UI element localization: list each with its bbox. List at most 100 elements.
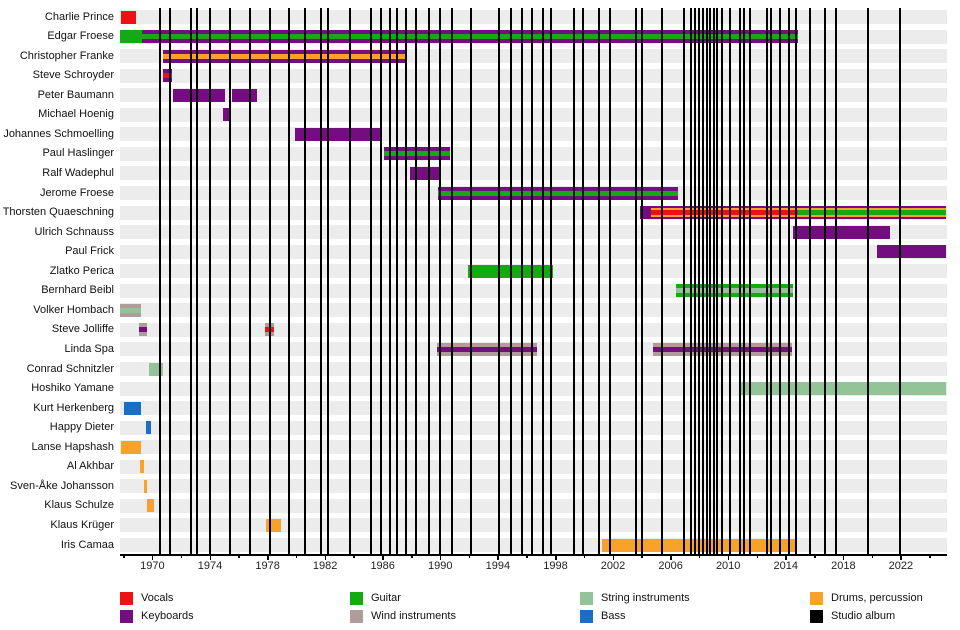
legend-label-keyboards: Keyboards <box>141 610 194 622</box>
studio-album-line <box>304 8 306 555</box>
studio-album-line <box>728 8 731 555</box>
member-label: Zlatko Perica <box>49 264 114 277</box>
timeline-bar <box>121 10 137 24</box>
timeline-bar <box>163 49 407 63</box>
minor-tick <box>353 555 355 558</box>
studio-album-line <box>498 8 501 555</box>
wind-swatch <box>350 610 363 623</box>
timeline-bar <box>146 499 155 513</box>
member-label: Ralf Wadephul <box>42 166 114 179</box>
studio-album-line <box>319 8 322 555</box>
studio-album-line <box>209 8 211 555</box>
studio-album-line <box>196 8 198 555</box>
member-label: Charlie Prince <box>44 10 114 23</box>
timeline-bar <box>172 88 226 102</box>
minor-tick <box>756 555 758 558</box>
studio-album-line <box>573 8 576 555</box>
timeline-bar <box>437 342 538 356</box>
timeline-bar <box>640 206 652 220</box>
member-label: Kurt Herkenberg <box>33 401 114 414</box>
major-tick <box>382 555 384 560</box>
strings-swatch <box>580 592 593 605</box>
major-tick <box>151 555 154 560</box>
x-axis-tick-label: 2018 <box>831 560 856 572</box>
studio-album-line <box>380 8 383 555</box>
legend-label-album: Studio album <box>831 610 896 622</box>
bass-swatch <box>580 610 593 623</box>
studio-album-line <box>327 8 329 555</box>
member-label: Steve Schroyder <box>32 69 114 82</box>
timeline-bar <box>793 225 891 239</box>
member-label: Christopher Franke <box>19 49 114 62</box>
member-label: Thorsten Quaeschning <box>2 206 114 219</box>
member-label: Steve Jolliffe <box>51 323 114 336</box>
timeline-bar <box>162 69 172 83</box>
timeline-bar <box>124 401 142 415</box>
timeline-bar <box>120 303 142 317</box>
minor-tick <box>526 555 528 558</box>
timeline-bar <box>410 166 440 180</box>
major-tick <box>497 555 499 560</box>
timeline-bar <box>651 206 799 220</box>
studio-album-line <box>581 8 584 555</box>
x-axis-tick-label: 1994 <box>485 560 511 572</box>
minor-tick <box>180 555 183 558</box>
member-label: Happy Dieter <box>49 421 114 434</box>
major-tick <box>267 555 269 560</box>
studio-album-line <box>698 8 701 555</box>
studio-album-line <box>439 8 442 555</box>
studio-album-line <box>866 8 869 555</box>
major-tick <box>670 555 672 560</box>
major-tick <box>612 555 614 560</box>
legend-label-drums: Drums, percussion <box>831 592 923 604</box>
major-tick <box>555 555 557 560</box>
studio-album-line <box>609 8 612 555</box>
member-label: Ulrich Schnauss <box>34 225 114 238</box>
studio-album-line <box>794 8 797 555</box>
minor-tick <box>871 555 874 558</box>
studio-album-line <box>787 8 790 555</box>
studio-album-line <box>640 8 643 555</box>
studio-album-line <box>414 8 417 555</box>
x-axis-tick-label: 1986 <box>370 560 395 572</box>
studio-album-line <box>770 8 773 555</box>
minor-tick <box>295 555 298 558</box>
studio-album-line <box>766 8 769 555</box>
member-label: Al Akhbar <box>66 460 114 473</box>
studio-album-line <box>427 8 430 555</box>
studio-album-line <box>450 8 453 555</box>
studio-album-line <box>168 8 171 555</box>
studio-album-line <box>288 8 291 555</box>
major-tick <box>785 555 787 560</box>
member-label: Sven-Åke Johansson <box>10 479 114 492</box>
studio-album-line <box>348 8 351 555</box>
studio-album-line <box>509 8 512 555</box>
studio-album-line <box>249 8 252 555</box>
studio-album-line <box>541 8 544 555</box>
x-axis-line <box>120 554 947 556</box>
member-label: Linda Spa <box>64 342 114 355</box>
studio-album-line <box>705 8 708 555</box>
x-axis-tick-label: 2002 <box>600 560 626 572</box>
x-axis-tick-label: 1978 <box>255 560 280 572</box>
major-tick <box>439 555 442 560</box>
legend-label-vocals: Vocals <box>141 592 174 604</box>
member-label: Hoshiko Yamane <box>31 382 114 395</box>
member-label: Peter Baumann <box>37 88 114 101</box>
studio-album-line <box>689 8 692 555</box>
x-axis-tick-label: 2006 <box>658 560 683 572</box>
minor-tick <box>641 555 643 558</box>
studio-album-line <box>661 8 663 555</box>
studio-album-line <box>635 8 638 555</box>
x-axis-tick-label: 1974 <box>197 560 223 572</box>
major-tick <box>209 555 211 560</box>
minor-tick <box>411 555 413 558</box>
timeline-bar <box>120 30 142 44</box>
timeline-bar <box>231 88 258 102</box>
timeline-bar <box>740 382 947 396</box>
studio-album-line <box>521 8 524 555</box>
studio-album-line <box>715 8 718 555</box>
x-axis-tick-label: 2022 <box>888 560 914 572</box>
studio-album-line <box>809 8 812 555</box>
minor-tick <box>814 555 816 558</box>
